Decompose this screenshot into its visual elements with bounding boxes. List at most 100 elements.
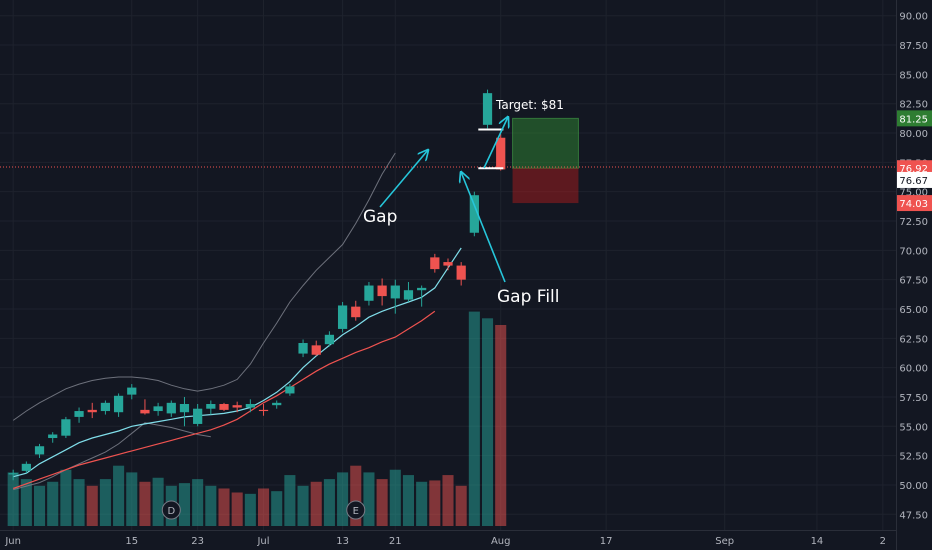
candle-body xyxy=(179,404,190,413)
candle xyxy=(127,384,137,400)
volume-bar xyxy=(271,491,283,526)
volume-bar xyxy=(284,475,296,526)
volume-bar xyxy=(60,469,72,526)
volume-bar xyxy=(126,472,138,526)
event-marker xyxy=(161,500,181,520)
volume-bar xyxy=(33,485,46,526)
candle xyxy=(193,404,203,427)
event-marker xyxy=(346,500,366,520)
volume-bar xyxy=(429,480,441,526)
candle-body xyxy=(285,386,295,394)
time-axis[interactable]: Jun 15 23 Jul 13 21 Aug 17 Sep 14 2 xyxy=(0,530,896,548)
candle xyxy=(377,278,387,306)
x-tick-label: 15 xyxy=(125,536,138,547)
candle xyxy=(469,191,479,237)
volume-bar xyxy=(389,469,401,526)
gap-label: Gap xyxy=(363,207,397,227)
volume-bar xyxy=(455,485,467,526)
candle-body xyxy=(8,473,18,475)
candle-body xyxy=(298,343,308,354)
candle xyxy=(113,393,124,417)
candle-body xyxy=(232,405,242,408)
volume-bar xyxy=(297,485,309,526)
candle xyxy=(337,301,348,333)
candle-body xyxy=(351,306,361,318)
candle-body xyxy=(153,406,163,412)
candle xyxy=(430,253,440,273)
candle xyxy=(100,400,111,415)
candle xyxy=(351,300,361,321)
y-tick-label: 57.50 xyxy=(899,393,928,404)
x-tick-label: Jun xyxy=(4,536,21,547)
price-label: 74.03 xyxy=(899,199,928,210)
target-arrow xyxy=(483,117,508,169)
candle-body xyxy=(21,463,31,471)
x-tick-label: 13 xyxy=(336,536,349,547)
grid-lines xyxy=(0,0,896,530)
volume-bar xyxy=(218,488,230,526)
candle xyxy=(285,384,295,396)
candle-body xyxy=(469,195,479,233)
candle xyxy=(298,339,308,358)
position-zones xyxy=(512,117,579,204)
candle xyxy=(232,401,242,413)
volume-bar xyxy=(495,325,507,526)
volume-bar xyxy=(363,472,375,526)
volume-bar xyxy=(337,472,349,526)
candle-body xyxy=(324,334,335,345)
y-tick-label: 87.50 xyxy=(899,41,928,52)
candle xyxy=(324,331,335,347)
candle xyxy=(311,340,321,356)
candle xyxy=(166,400,176,417)
candle xyxy=(245,399,255,413)
volume-bar xyxy=(86,485,98,526)
volume-bar xyxy=(402,475,415,526)
candle-body xyxy=(140,409,150,414)
candle-body xyxy=(496,137,506,170)
price-label-bg xyxy=(897,110,932,127)
volume-bar xyxy=(257,488,270,526)
candle xyxy=(140,399,150,415)
y-tick-label: 47.50 xyxy=(899,510,928,521)
candle-body xyxy=(272,402,282,406)
x-tick-label: 23 xyxy=(191,536,204,547)
price-label: 76.67 xyxy=(899,176,928,187)
y-tick-label: 52.50 xyxy=(899,452,928,463)
candle xyxy=(390,279,400,314)
y-tick-label: 85.00 xyxy=(899,70,928,81)
x-tick-label: Sep xyxy=(715,536,734,547)
x-tick-label: 14 xyxy=(811,536,824,547)
x-tick-label: Aug xyxy=(491,536,511,547)
gap-arrow xyxy=(379,150,428,208)
x-tick-label: Jul xyxy=(256,536,269,547)
volume-bar xyxy=(481,318,494,526)
candle xyxy=(61,416,71,439)
candle-body xyxy=(417,287,427,291)
volume-bar xyxy=(244,493,256,526)
event-marker-label: E xyxy=(353,506,359,517)
y-tick-label: 75.00 xyxy=(899,188,928,199)
volume-bar xyxy=(7,472,19,526)
volume-bar xyxy=(47,481,59,526)
candle-body xyxy=(48,434,58,439)
candle xyxy=(21,461,31,474)
candle-body xyxy=(127,387,137,395)
candle-body xyxy=(113,395,124,413)
volume-bar xyxy=(99,479,111,526)
volume-bar xyxy=(323,479,335,526)
candle-body xyxy=(100,402,111,412)
y-tick-label: 65.00 xyxy=(899,305,928,316)
candle-body xyxy=(390,285,400,299)
volume-bar xyxy=(350,465,362,526)
volume-bar xyxy=(468,311,480,526)
candle xyxy=(258,404,269,416)
candle-body xyxy=(193,408,203,424)
x-tick-label: 2 xyxy=(880,536,886,547)
candle xyxy=(74,407,84,423)
candle xyxy=(179,396,190,427)
x-tick-label: 21 xyxy=(389,536,402,547)
volume-bar xyxy=(192,479,204,526)
